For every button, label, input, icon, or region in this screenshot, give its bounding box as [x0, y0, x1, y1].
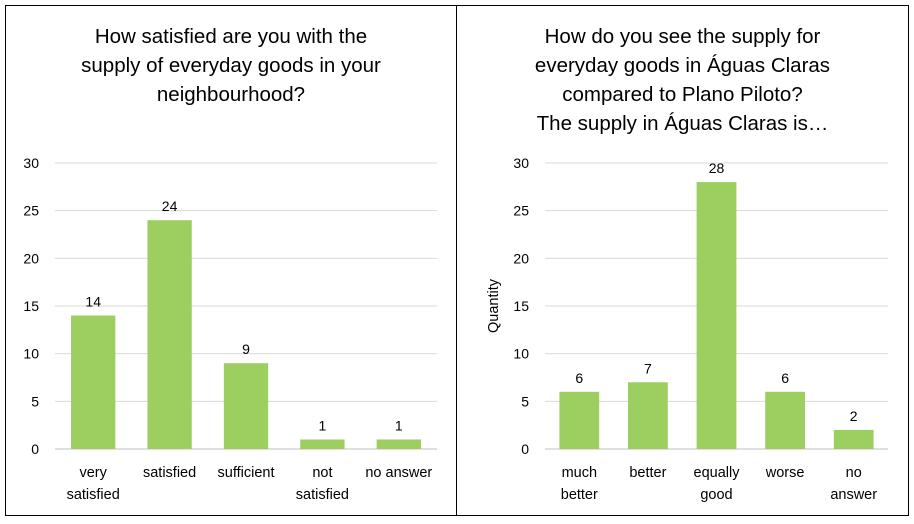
bar	[223, 363, 269, 449]
y-tick-label: 10	[513, 346, 529, 362]
category-label: not satisfied	[296, 465, 349, 503]
y-tick-label: 10	[23, 346, 39, 362]
y-tick-label: 15	[23, 298, 39, 314]
data-label: 14	[85, 294, 101, 310]
data-label: 9	[242, 341, 250, 357]
category-label: very satisfied	[67, 465, 120, 503]
bar	[559, 391, 600, 449]
y-tick-label: 25	[23, 203, 39, 219]
bar	[833, 429, 874, 449]
chart-title: How satisfied are you with the supply of…	[81, 25, 381, 106]
category-label: worse	[765, 465, 805, 481]
category-label: equally good	[694, 465, 741, 503]
data-label: 6	[781, 370, 789, 386]
y-tick-label: 30	[23, 155, 39, 171]
y-tick-label: 15	[513, 298, 529, 314]
chart-panel-comparison: How do you see the supply for everyday g…	[456, 5, 909, 516]
y-tick-label: 5	[521, 393, 529, 409]
category-label: better	[629, 465, 666, 481]
y-tick-label: 25	[513, 203, 529, 219]
chart-panel-satisfaction: How satisfied are you with the supply of…	[5, 5, 457, 516]
data-label: 28	[709, 160, 725, 176]
y-tick-label: 0	[31, 441, 39, 457]
category-label: satisfied	[143, 465, 196, 481]
bar	[71, 315, 116, 449]
data-label: 6	[575, 370, 583, 386]
y-tick-label: 20	[513, 250, 529, 266]
data-label: 1	[319, 417, 327, 433]
data-label: 24	[162, 198, 178, 214]
y-tick-label: 30	[513, 155, 529, 171]
chart-title: How do you see the supply for everyday g…	[534, 25, 831, 135]
category-label: no answer	[830, 465, 877, 503]
data-label: 1	[395, 417, 403, 433]
chart-satisfaction: 0 5 10 15 20 25 30 14 very satisfied 24 satisfied 9 s…	[23, 155, 437, 503]
data-label: 2	[850, 408, 858, 424]
category-label: much better	[561, 465, 598, 503]
bar	[765, 391, 805, 449]
data-label: 7	[644, 360, 652, 376]
category-label: sufficient	[218, 465, 275, 481]
category-label: no answer	[365, 465, 432, 481]
bar	[300, 439, 345, 449]
y-tick-label: 5	[31, 393, 39, 409]
y-tick-label: 20	[23, 250, 39, 266]
y-tick-label: 0	[521, 441, 529, 457]
bar	[147, 220, 192, 449]
bar	[628, 382, 668, 449]
y-axis-label: Quantity	[486, 278, 502, 333]
chart-comparison: 0 5 10 15 20 25 30 Quantity 6 much better 7 better 28…	[486, 155, 888, 503]
bar	[376, 439, 421, 449]
bar	[696, 182, 737, 450]
